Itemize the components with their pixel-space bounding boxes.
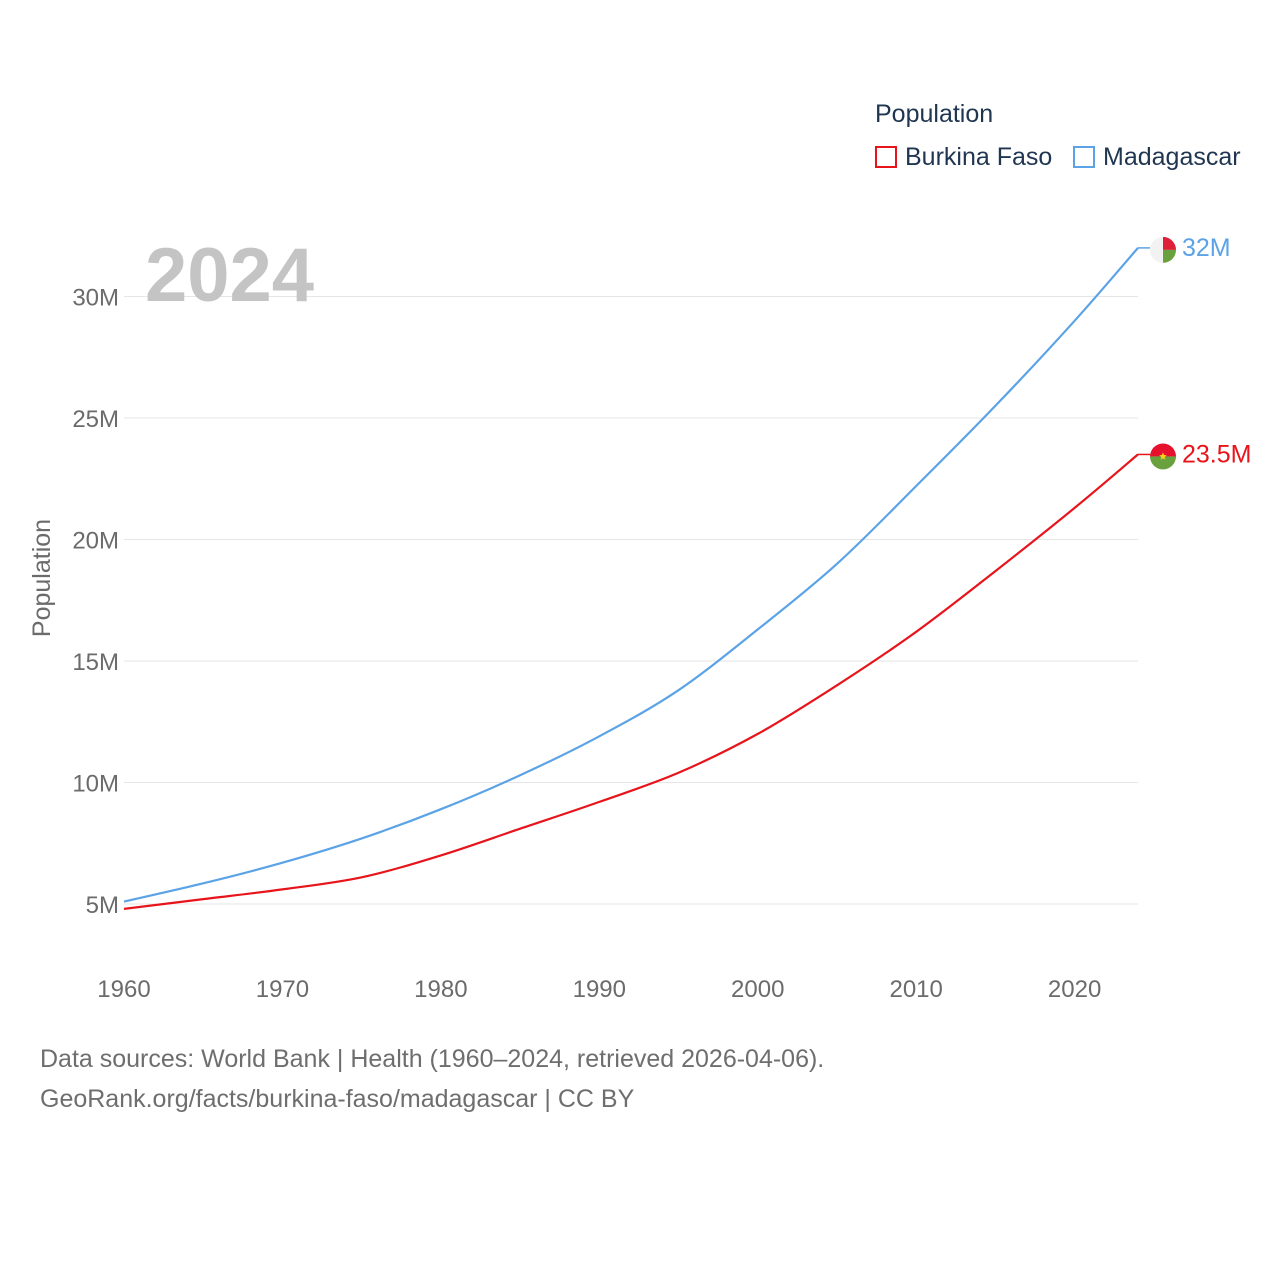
end-value-label-burkina-faso: 23.5M [1182,440,1251,468]
series-line-burkina-faso [123,453,1139,910]
y-axis-title: Population [28,519,56,637]
y-tick-label: 15M [72,649,119,676]
x-tick-label: 2020 [1048,976,1101,1003]
gridlines [124,296,1138,905]
y-tick-label: 5M [86,892,119,919]
y-tick-label: 20M [72,528,119,555]
x-tick-label: 1960 [97,976,150,1003]
series-line-madagascar [123,247,1139,903]
legend-swatch-madagascar [1073,146,1095,168]
end-value-label-madagascar: 32M [1182,234,1231,262]
y-tick-label: 30M [72,285,119,312]
madagascar-flag-icon [1150,236,1176,263]
x-tick-label: 1970 [256,976,309,1003]
legend-item-burkina-faso[interactable]: Burkina Faso [875,143,1052,171]
x-tick-label: 1980 [414,976,467,1003]
x-tick-label: 2000 [731,976,784,1003]
legend-title: Population [875,100,994,128]
series-end-markers: 23.5M 32M [1138,234,1251,470]
y-tick-label: 10M [72,771,119,798]
burkina-faso-flag-icon [1150,443,1176,470]
year-label: 2024 [145,233,314,318]
y-axis-tick-labels: 5M 10M 15M 20M 25M 30M [72,285,119,920]
x-tick-label: 2010 [889,976,942,1003]
footer-link[interactable]: GeoRank.org/facts/burkina-faso/madagasca… [40,1085,635,1113]
legend-label-madagascar: Madagascar [1103,142,1241,171]
legend-label-burkina-faso: Burkina Faso [905,142,1053,171]
y-tick-label: 25M [72,406,119,433]
legend-item-madagascar[interactable]: Madagascar [1073,143,1241,171]
x-axis-tick-labels: 1960 1970 1980 1990 2000 2010 2020 [97,976,1101,1003]
footer-source: Data sources: World Bank | Health (1960–… [40,1045,825,1073]
x-tick-label: 1990 [573,976,626,1003]
legend-swatch-burkina-faso [875,146,897,168]
data-series [123,247,1139,910]
